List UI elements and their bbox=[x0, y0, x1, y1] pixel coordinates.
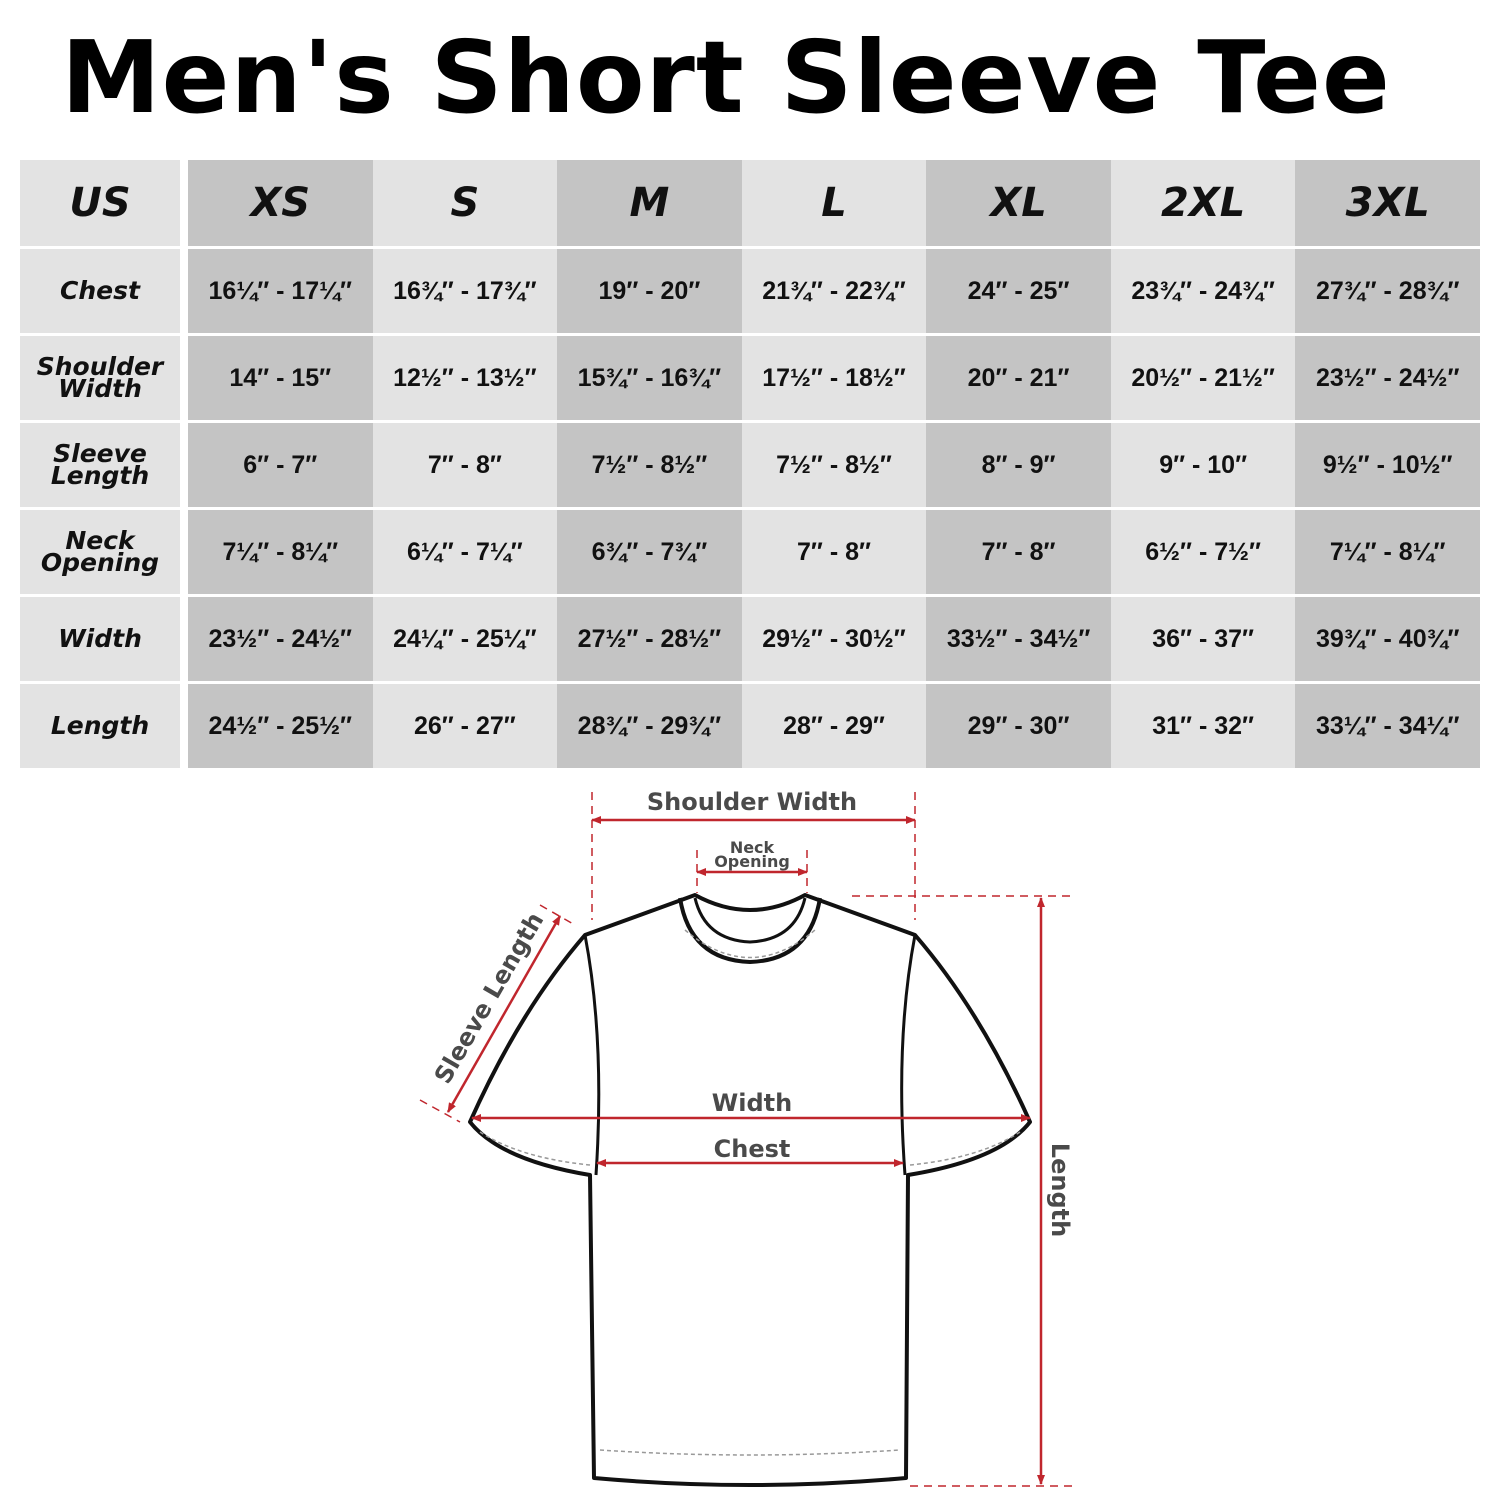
row-label-text: Sleeve bbox=[53, 439, 147, 468]
row-label-text: Opening bbox=[40, 548, 160, 577]
table-cell: 20″ - 21″ bbox=[926, 336, 1111, 420]
table-cell: 27½″ - 28½″ bbox=[557, 597, 742, 681]
table-cell: 15¾″ - 16¾″ bbox=[557, 336, 742, 420]
row-label-text: Chest bbox=[60, 276, 140, 305]
row-label: Width bbox=[20, 597, 180, 681]
table-cell: 9″ - 10″ bbox=[1110, 423, 1296, 507]
header-size-2xl: 2XL bbox=[1110, 160, 1296, 246]
stitching bbox=[479, 929, 1021, 1456]
table-cell: 23¾″ - 24¾″ bbox=[1110, 249, 1296, 333]
length-label: Length bbox=[1046, 1143, 1074, 1237]
row-label-text: Width bbox=[58, 374, 142, 403]
row-label-text: Shoulder bbox=[36, 352, 164, 381]
header-us: US bbox=[20, 160, 180, 246]
row-label-text: Width bbox=[58, 624, 142, 653]
chest-label: Chest bbox=[714, 1135, 791, 1163]
width-label: Width bbox=[712, 1089, 792, 1117]
table-cell: 23½″ - 24½″ bbox=[188, 597, 373, 681]
table-cell: 16¼″ - 17¼″ bbox=[188, 249, 373, 333]
table-cell: 21¾″ - 22¾″ bbox=[741, 249, 927, 333]
tee-measurement-diagram: Shoulder Width Neck Opening Width Chest … bbox=[419, 788, 1074, 1487]
tshirt-outline bbox=[468, 893, 1032, 1487]
spacer bbox=[180, 423, 188, 507]
table-cell: 28″ - 29″ bbox=[741, 684, 927, 768]
table-cell: 24½″ - 25½″ bbox=[188, 684, 373, 768]
spacer bbox=[180, 597, 188, 681]
table-cell: 7¼″ - 8¼″ bbox=[188, 510, 373, 594]
measure-arrows bbox=[446, 816, 1045, 1485]
header-size-s: S bbox=[372, 160, 558, 246]
table-cell: 24″ - 25″ bbox=[926, 249, 1111, 333]
row-label: Sleeve Length bbox=[20, 423, 180, 507]
table-cell: 7¼″ - 8¼″ bbox=[1295, 510, 1480, 594]
table-cell: 6¾″ - 7¾″ bbox=[557, 510, 742, 594]
table-cell: 14″ - 15″ bbox=[188, 336, 373, 420]
header-size-xl: XL bbox=[926, 160, 1111, 246]
table-cell: 7″ - 8″ bbox=[372, 423, 558, 507]
spacer bbox=[180, 160, 188, 246]
table-cell: 24¼″ - 25¼″ bbox=[372, 597, 558, 681]
table-cell: 29″ - 30″ bbox=[926, 684, 1111, 768]
table-cell: 17½″ - 18½″ bbox=[741, 336, 927, 420]
spacer bbox=[180, 684, 188, 768]
spacer bbox=[180, 336, 188, 420]
table-cell: 6″ - 7″ bbox=[188, 423, 373, 507]
table-cell: 20½″ - 21½″ bbox=[1110, 336, 1296, 420]
table-cell: 7½″ - 8½″ bbox=[741, 423, 927, 507]
header-size-m: M bbox=[557, 160, 742, 246]
table-cell: 29½″ - 30½″ bbox=[741, 597, 927, 681]
table-cell: 23½″ - 24½″ bbox=[1295, 336, 1480, 420]
neck-opening-label-1: Neck bbox=[730, 838, 775, 857]
table-cell: 7½″ - 8½″ bbox=[557, 423, 742, 507]
guide-lines bbox=[419, 792, 1072, 1487]
row-label: Shoulder Width bbox=[20, 336, 180, 420]
header-size-l: L bbox=[741, 160, 927, 246]
sleeve-length-arrow bbox=[446, 915, 562, 1113]
neck-opening-label-2: Opening bbox=[714, 852, 790, 871]
table-cell: 26″ - 27″ bbox=[372, 684, 558, 768]
spacer bbox=[180, 249, 188, 333]
table-cell: 39¾″ - 40¾″ bbox=[1295, 597, 1480, 681]
table-cell: 6¼″ - 7¼″ bbox=[372, 510, 558, 594]
table-cell: 8″ - 9″ bbox=[926, 423, 1111, 507]
table-cell: 16¾″ - 17¾″ bbox=[372, 249, 558, 333]
row-label-text: Neck bbox=[65, 526, 135, 555]
table-cell: 33½″ - 34½″ bbox=[926, 597, 1111, 681]
header-size-xs: XS bbox=[188, 160, 373, 246]
row-label-text: Length bbox=[50, 461, 150, 490]
header-size-3xl: 3XL bbox=[1295, 160, 1480, 246]
table-cell: 12½″ - 13½″ bbox=[372, 336, 558, 420]
spacer bbox=[180, 510, 188, 594]
row-label: Chest bbox=[20, 249, 180, 333]
table-cell: 27¾″ - 28¾″ bbox=[1295, 249, 1480, 333]
table-cell: 36″ - 37″ bbox=[1110, 597, 1296, 681]
table-cell: 9½″ - 10½″ bbox=[1295, 423, 1480, 507]
table-cell: 6½″ - 7½″ bbox=[1110, 510, 1296, 594]
table-cell: 33¼″ - 34¼″ bbox=[1295, 684, 1480, 768]
shoulder-width-label: Shoulder Width bbox=[647, 788, 857, 816]
row-label-text: Length bbox=[50, 711, 150, 740]
table-cell: 7″ - 8″ bbox=[926, 510, 1111, 594]
page-title: Men's Short Sleeve Tee bbox=[61, 19, 1391, 136]
table-cell: 28¾″ - 29¾″ bbox=[557, 684, 742, 768]
table-cell: 7″ - 8″ bbox=[741, 510, 927, 594]
table-cell: 31″ - 32″ bbox=[1110, 684, 1296, 768]
row-label: Neck Opening bbox=[20, 510, 180, 594]
row-label: Length bbox=[20, 684, 180, 768]
size-chart-table: US XS S M L XL 2XL 3XL Chest 16¼″ - 17¼″ 16¾″ - 17… bbox=[20, 160, 1480, 768]
table-cell: 19″ - 20″ bbox=[557, 249, 742, 333]
